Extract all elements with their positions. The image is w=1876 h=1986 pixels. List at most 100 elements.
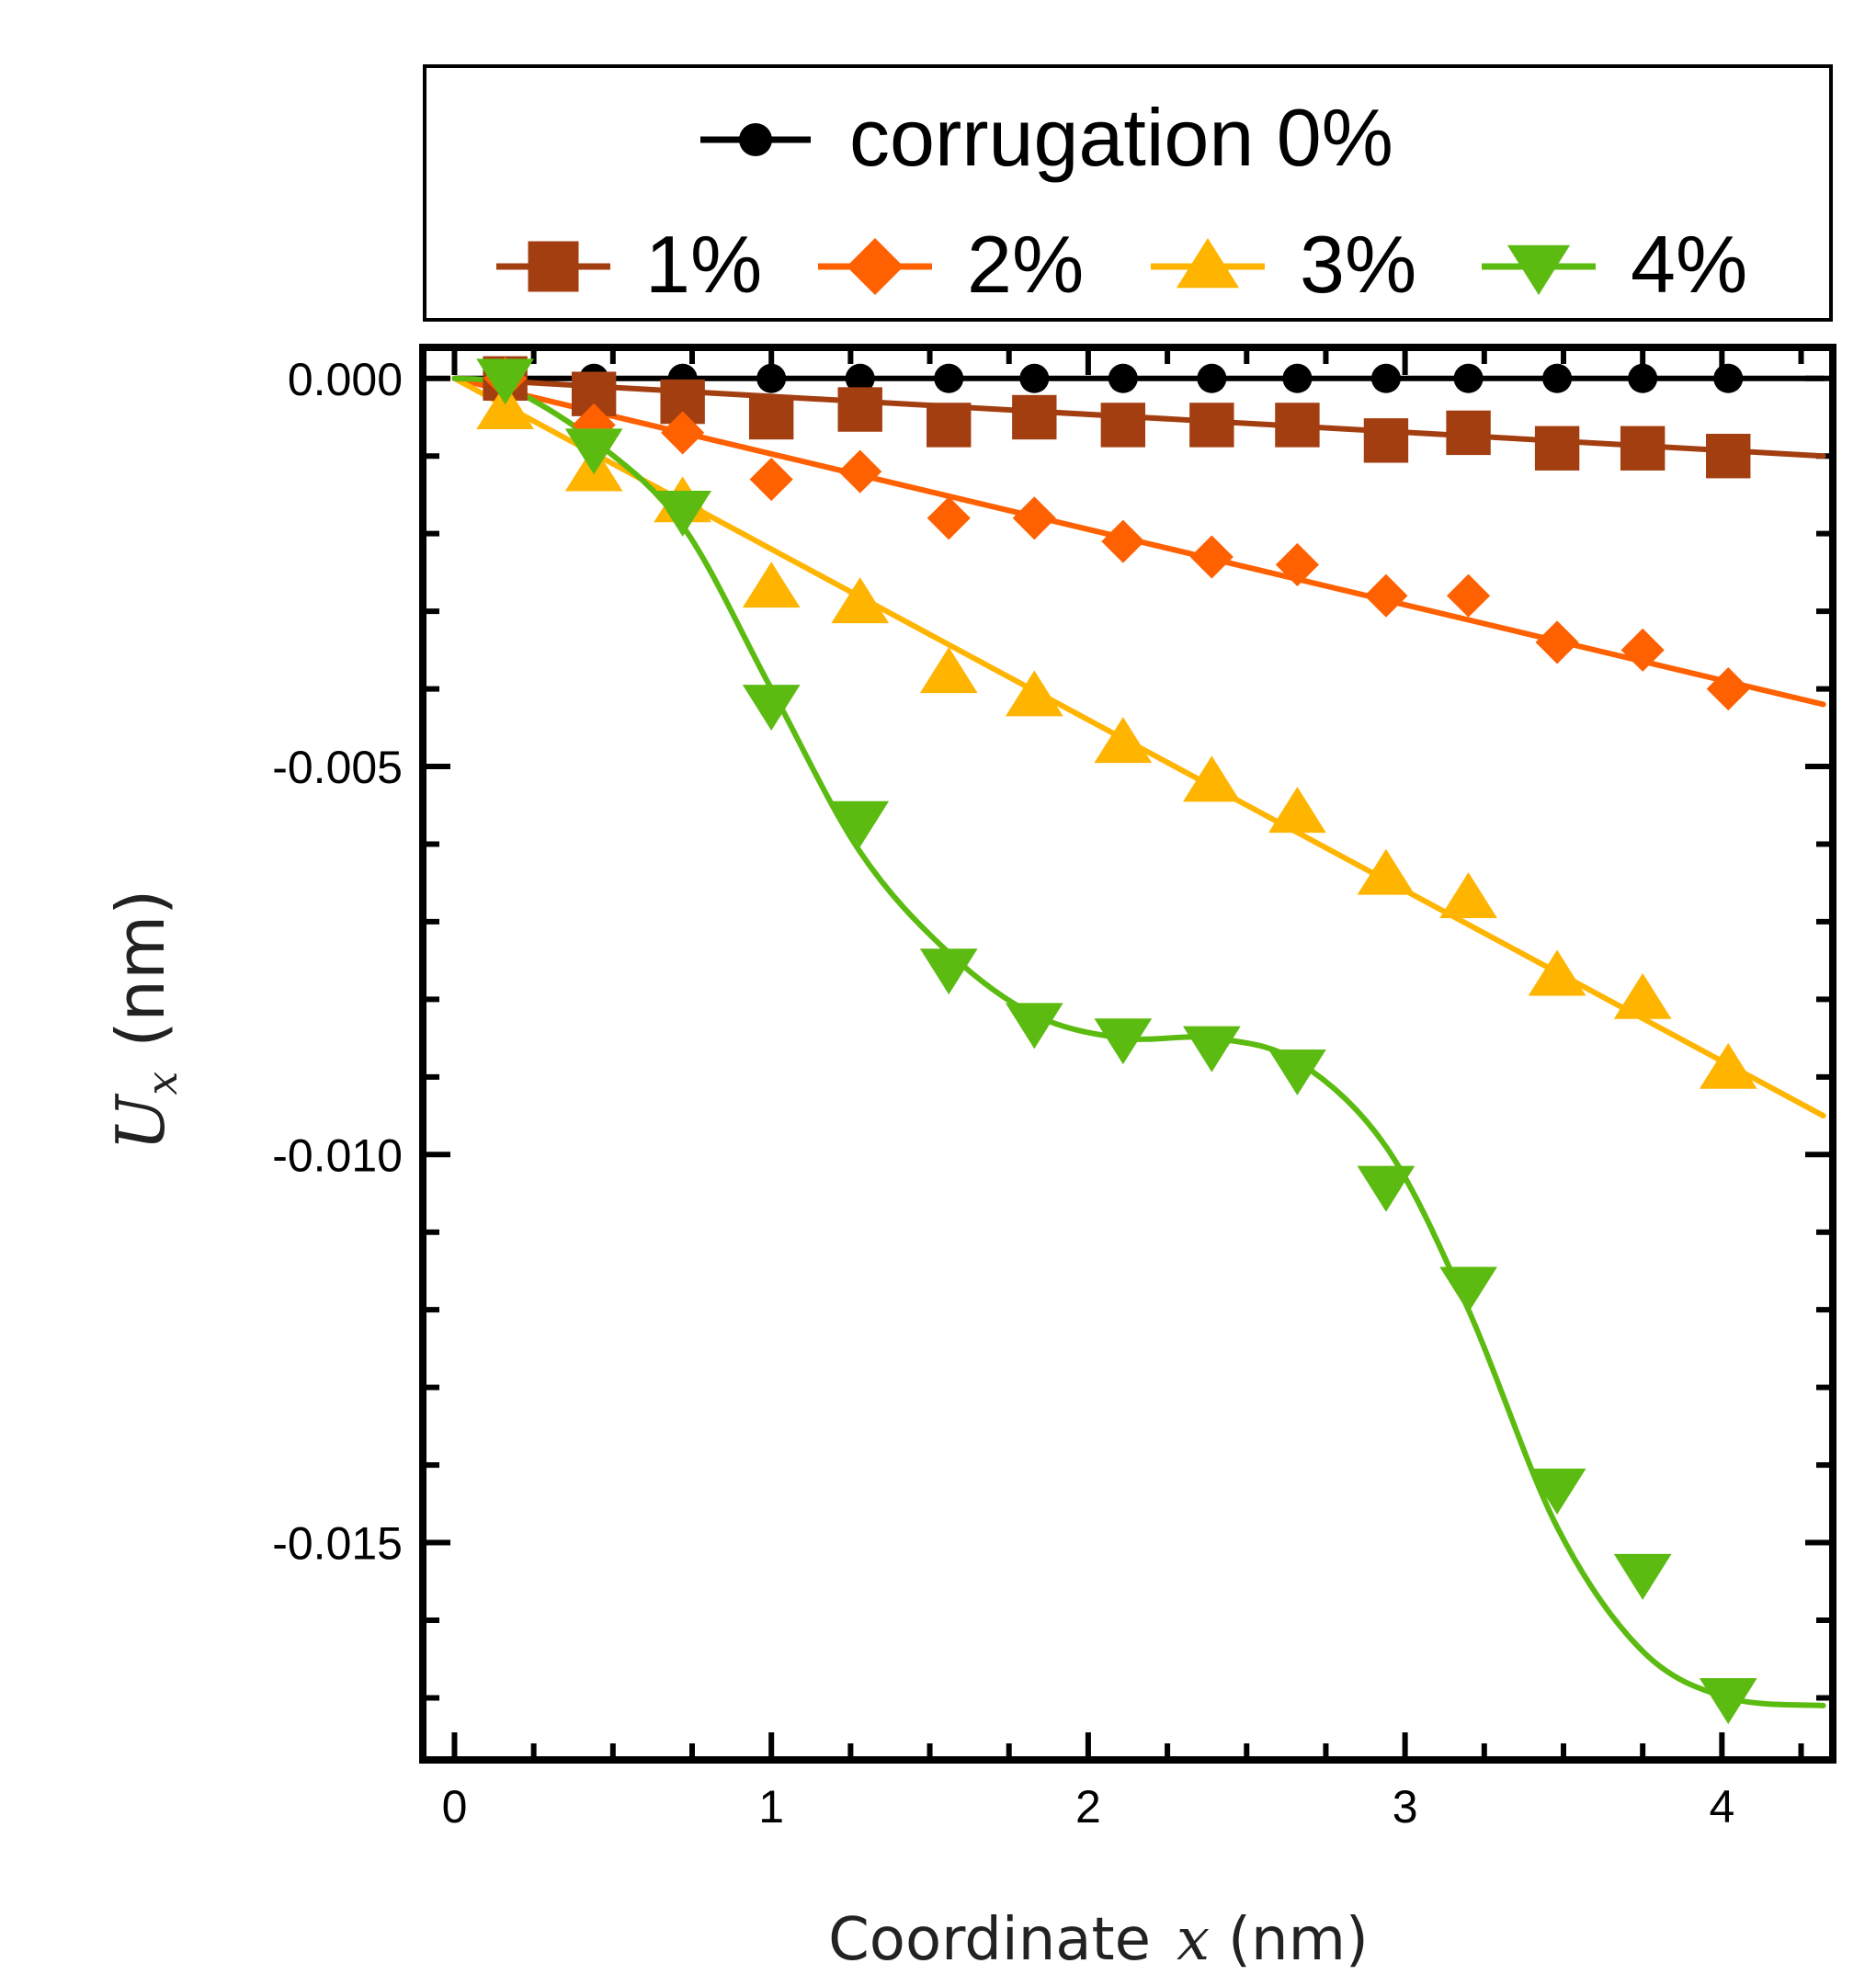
data-point-series-3	[476, 383, 534, 429]
data-point-series-3	[1699, 1042, 1757, 1089]
data-point-series-4	[1699, 1678, 1757, 1724]
legend-label-series-1: 1%	[645, 219, 762, 310]
data-point-series-2	[661, 411, 705, 455]
data-point-series-0	[1282, 363, 1313, 393]
data-point-series-4	[654, 490, 712, 537]
data-point-series-4	[1268, 1050, 1326, 1095]
data-point-series-1	[1275, 403, 1320, 448]
legend-label-series-2: 2%	[967, 219, 1084, 310]
data-point-series-4	[1357, 1165, 1416, 1212]
data-point-series-1	[837, 387, 882, 432]
data-point-series-2	[838, 449, 882, 494]
x-axis-title-var: x	[1177, 1906, 1210, 1974]
data-point-series-1	[1620, 426, 1666, 471]
data-point-series-1	[748, 394, 794, 440]
data-point-series-3	[831, 577, 890, 624]
data-point-series-1	[1446, 410, 1491, 456]
data-point-series-3	[742, 562, 801, 608]
data-point-series-2	[572, 403, 616, 448]
x-tick-label: 2	[1075, 1781, 1101, 1833]
data-point-series-4	[1528, 1469, 1586, 1515]
data-point-series-4	[1613, 1553, 1672, 1600]
data-point-series-0	[1108, 363, 1138, 393]
data-point-series-2	[1189, 535, 1234, 579]
legend: corrugation 0% 1% 2% 3% 4%	[496, 92, 1747, 310]
y-axis-title: Ux (nm)	[102, 890, 187, 1152]
tick-labels: 0 1 2 3 4 0.000 -0.005 -0.010 -0.015	[272, 354, 1734, 1833]
legend-label-series-4: 4%	[1631, 219, 1747, 310]
legend-marker-series-4	[1506, 244, 1571, 295]
y-axis-title-unit: (nm)	[102, 890, 179, 1048]
data-point-series-2	[749, 458, 793, 502]
data-point-series-1	[1012, 394, 1057, 440]
data-point-series-4	[1094, 1018, 1153, 1065]
data-point-series-1	[1706, 434, 1751, 479]
x-tick-label: 3	[1393, 1781, 1418, 1833]
data-point-series-3	[919, 647, 978, 694]
data-point-series-2	[1275, 542, 1319, 587]
plot-frame	[419, 344, 1836, 1764]
y-tick-label: -0.010	[272, 1129, 403, 1181]
data-point-series-3	[1182, 755, 1241, 802]
data-point-series-3	[1094, 717, 1153, 764]
data-point-series-2	[1535, 620, 1579, 664]
y-tick-label: 0.000	[288, 354, 403, 405]
x-tick-label: 0	[442, 1781, 468, 1833]
data-point-series-2	[1447, 573, 1491, 618]
data-point-series-1	[1534, 426, 1580, 471]
data-point-series-0	[1197, 363, 1227, 393]
data-point-series-1	[1100, 403, 1146, 448]
legend-box	[423, 64, 1833, 322]
data-point-series-0	[1019, 363, 1050, 393]
data-point-series-4	[1439, 1266, 1497, 1313]
y-tick-label: -0.005	[272, 742, 403, 793]
data-point-series-4	[742, 685, 801, 731]
data-point-series-0	[1628, 363, 1658, 393]
legend-marker-series-0	[739, 123, 772, 156]
data-point-series-0	[1713, 363, 1744, 393]
fit-lines	[451, 375, 1826, 1708]
y-axis-title-var: U	[102, 1093, 179, 1151]
data-point-series-1	[1189, 403, 1234, 448]
data-point-series-3	[1268, 787, 1326, 834]
x-axis-title-unit: (nm)	[1228, 1906, 1369, 1974]
data-point-series-3	[1528, 949, 1586, 996]
fit-line-series-4	[451, 375, 1826, 1708]
data-point-series-2	[1364, 573, 1408, 618]
data-point-series-4	[919, 948, 978, 995]
data-point-series-3	[1613, 972, 1672, 1019]
x-tick-label: 4	[1709, 1781, 1734, 1833]
data-point-series-1	[927, 403, 972, 448]
legend-marker-series-1	[528, 241, 579, 292]
x-axis-title: Coordinate x (nm)	[828, 1906, 1369, 1974]
data-point-series-2	[1706, 667, 1750, 711]
y-tick-label: -0.015	[272, 1518, 403, 1570]
data-point-series-4	[1005, 1003, 1063, 1050]
data-point-series-0	[934, 363, 964, 393]
data-point-series-0	[756, 363, 787, 393]
data-point-series-3	[1005, 670, 1063, 717]
data-point-series-1	[1363, 418, 1409, 463]
data-point-series-2	[1101, 519, 1145, 563]
data-point-series-0	[1542, 363, 1573, 393]
legend-label-series-0: corrugation 0%	[849, 92, 1393, 183]
x-axis-title-prefix: Coordinate	[828, 1906, 1151, 1974]
legend-marker-series-3	[1176, 238, 1240, 289]
data-point-series-4	[831, 800, 890, 847]
data-point-series-3	[1439, 872, 1497, 918]
data-point-series-2	[927, 496, 971, 540]
data-point-series-4	[564, 428, 623, 475]
data-point-series-0	[1370, 363, 1401, 393]
data-point-series-0	[845, 363, 875, 393]
data-point-series-4	[1182, 1026, 1241, 1072]
y-axis-title-sub: x	[137, 1072, 187, 1095]
axis-ticks	[423, 347, 1833, 1760]
data-markers	[476, 356, 1757, 1724]
data-point-series-0	[1453, 363, 1484, 393]
legend-label-series-3: 3%	[1300, 219, 1416, 310]
data-point-series-2	[1620, 628, 1665, 672]
data-point-series-3	[1357, 848, 1416, 895]
data-point-series-4	[476, 358, 534, 405]
data-point-series-2	[1012, 496, 1056, 540]
